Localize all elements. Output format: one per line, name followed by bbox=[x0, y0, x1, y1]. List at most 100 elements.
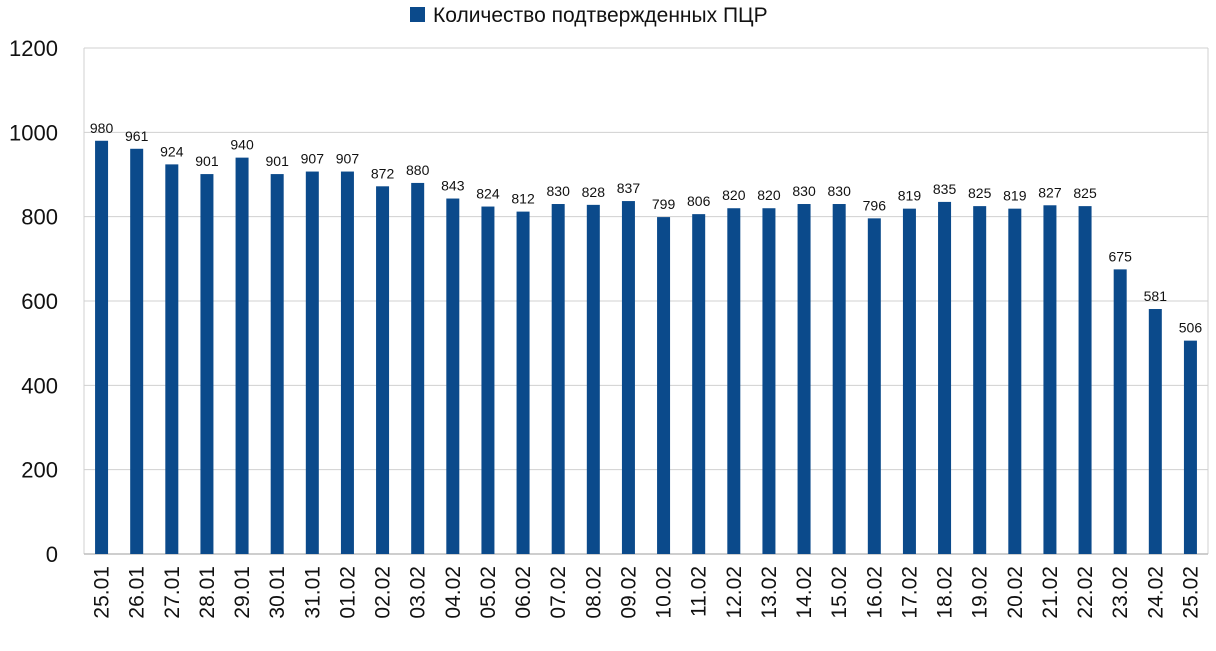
x-tick-label: 06.02 bbox=[512, 566, 535, 619]
bar-value-label: 824 bbox=[476, 186, 500, 202]
x-tick-label: 11.02 bbox=[688, 566, 711, 617]
bar bbox=[727, 208, 741, 554]
bar-value-label: 835 bbox=[933, 181, 957, 197]
legend: Количество подтвержденных ПЦР bbox=[410, 4, 768, 27]
bar-value-label: 819 bbox=[898, 188, 922, 204]
bar-value-label: 843 bbox=[441, 178, 465, 194]
bar bbox=[1113, 269, 1127, 554]
x-tick-label: 28.01 bbox=[196, 566, 219, 619]
bar bbox=[516, 211, 530, 554]
bar bbox=[867, 218, 881, 554]
bar bbox=[621, 201, 635, 554]
bar bbox=[95, 140, 109, 554]
bar bbox=[902, 208, 916, 554]
bar-value-label: 872 bbox=[371, 165, 395, 181]
bar-value-label: 581 bbox=[1144, 288, 1168, 304]
bar-value-label: 825 bbox=[968, 185, 992, 201]
bar bbox=[340, 171, 354, 554]
bar bbox=[305, 171, 319, 554]
y-tick-label: 400 bbox=[21, 373, 58, 398]
bar-value-label: 830 bbox=[547, 183, 571, 199]
y-tick-label: 1000 bbox=[9, 120, 58, 145]
y-tick-label: 1200 bbox=[9, 36, 58, 61]
y-tick-labels: 0 200 400 600 800 1000 1200 bbox=[9, 36, 58, 567]
x-tick-label: 19.02 bbox=[969, 566, 992, 619]
bar bbox=[938, 201, 952, 555]
x-tick-label: 03.02 bbox=[407, 566, 430, 619]
x-tick-label: 26.01 bbox=[126, 566, 149, 619]
bar bbox=[130, 148, 144, 555]
bar-value-label: 907 bbox=[301, 151, 325, 167]
bar bbox=[1148, 309, 1162, 554]
bar bbox=[1078, 206, 1092, 554]
x-tick-label: 12.02 bbox=[723, 566, 746, 619]
bar bbox=[270, 174, 284, 554]
bar-value-label: 837 bbox=[617, 180, 641, 196]
bar bbox=[762, 208, 776, 554]
x-tick-label: 24.02 bbox=[1144, 566, 1167, 619]
bar-value-label: 675 bbox=[1109, 248, 1133, 264]
bar-value-label: 940 bbox=[230, 137, 254, 153]
bar-value-label: 980 bbox=[90, 120, 114, 136]
bar bbox=[973, 206, 987, 554]
x-tick-label: 10.02 bbox=[653, 566, 676, 619]
bar bbox=[797, 204, 811, 554]
x-tick-label: 30.01 bbox=[266, 566, 289, 619]
x-tick-label: 22.02 bbox=[1074, 566, 1097, 619]
x-tick-label: 02.02 bbox=[372, 566, 395, 619]
bar-value-label: 880 bbox=[406, 162, 430, 178]
bar bbox=[481, 206, 495, 554]
bar bbox=[446, 198, 460, 554]
bar-value-label: 828 bbox=[582, 184, 606, 200]
bar bbox=[832, 204, 846, 554]
bar-value-label: 901 bbox=[266, 153, 290, 169]
bar-value-label: 830 bbox=[792, 183, 816, 199]
bar-value-label: 820 bbox=[757, 187, 781, 203]
x-tick-labels: 25.01 26.01 27.01 28.01 29.01 30.01 31.01 01.02… bbox=[91, 566, 1203, 619]
bar-value-label: 830 bbox=[828, 183, 852, 199]
x-tick-label: 31.01 bbox=[301, 566, 324, 619]
bar-value-label: 961 bbox=[125, 128, 149, 144]
bar bbox=[376, 186, 390, 554]
bar-value-label: 812 bbox=[511, 191, 535, 207]
x-tick-label: 15.02 bbox=[828, 566, 851, 619]
x-tick-label: 07.02 bbox=[547, 566, 570, 619]
x-tick-label: 21.02 bbox=[1039, 566, 1062, 619]
x-tick-label: 13.02 bbox=[758, 566, 781, 619]
bar bbox=[1008, 208, 1022, 554]
x-tick-label: 14.02 bbox=[793, 566, 816, 619]
bar-value-label: 806 bbox=[687, 193, 711, 209]
x-tick-label: 04.02 bbox=[442, 566, 465, 619]
x-tick-label: 23.02 bbox=[1109, 566, 1132, 619]
y-tick-label: 800 bbox=[21, 205, 58, 230]
x-tick-label: 09.02 bbox=[617, 566, 640, 619]
bar bbox=[1043, 205, 1057, 554]
bar-value-label: 901 bbox=[195, 153, 219, 169]
legend-label: Количество подтвержденных ПЦР bbox=[433, 4, 768, 27]
x-tick-label: 25.01 bbox=[91, 566, 114, 619]
y-tick-label: 600 bbox=[21, 289, 58, 314]
bar-value-label: 819 bbox=[1003, 188, 1027, 204]
x-tick-label: 01.02 bbox=[336, 566, 359, 619]
legend-swatch bbox=[410, 7, 425, 22]
x-tick-label: 05.02 bbox=[477, 566, 500, 619]
bar bbox=[411, 182, 425, 554]
bar-value-label: 820 bbox=[722, 187, 746, 203]
bars bbox=[95, 140, 1197, 555]
bar-value-label: 924 bbox=[160, 143, 184, 159]
bar-value-label: 506 bbox=[1179, 320, 1203, 336]
bar bbox=[1183, 340, 1197, 554]
bar bbox=[657, 217, 671, 555]
bar bbox=[586, 204, 600, 555]
bar-value-label: 799 bbox=[652, 196, 676, 212]
x-tick-label: 27.01 bbox=[161, 566, 184, 619]
x-tick-label: 17.02 bbox=[898, 566, 921, 619]
gridlines bbox=[84, 47, 1208, 471]
bar-value-label: 907 bbox=[336, 151, 360, 167]
bar bbox=[165, 164, 179, 554]
bar-value-label: 825 bbox=[1073, 185, 1097, 201]
bar-value-label: 796 bbox=[863, 197, 887, 213]
x-tick-label: 08.02 bbox=[582, 566, 605, 619]
